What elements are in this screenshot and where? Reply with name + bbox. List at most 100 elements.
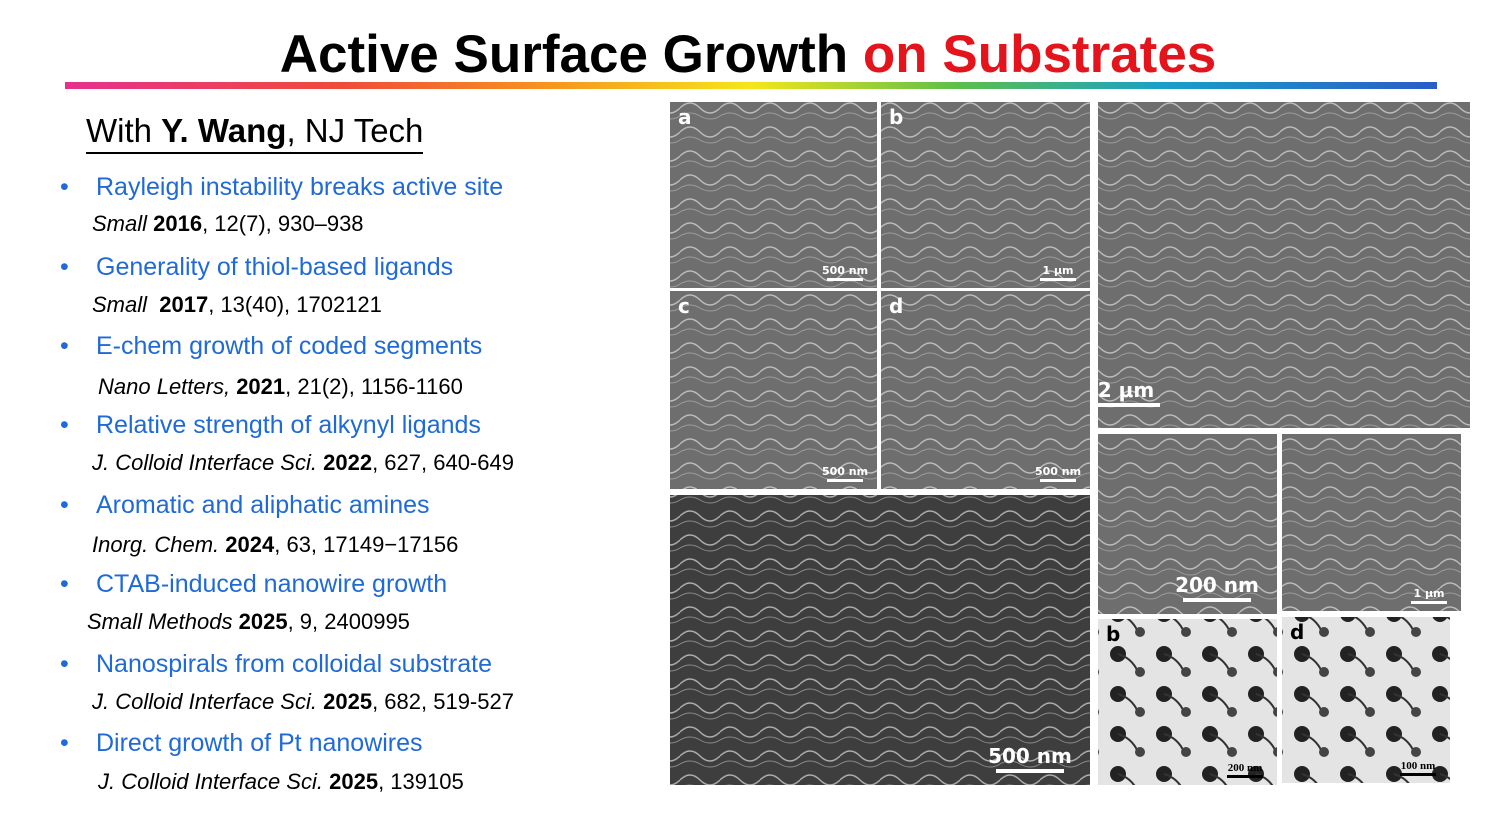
journal: Small	[92, 292, 160, 317]
details: , 13(40), 1702121	[208, 292, 382, 317]
reference: J. Colloid Interface Sci. 2022, 627, 640…	[92, 450, 514, 476]
year: 2017	[159, 292, 209, 317]
micrograph	[1098, 619, 1277, 785]
scale-bar	[1411, 601, 1447, 604]
bullet: •	[60, 411, 69, 439]
details: , 627, 640-649	[372, 450, 514, 475]
scale-bar-label: 500 nm	[988, 744, 1072, 768]
year: 2025	[238, 609, 288, 634]
item-heading-text: Rayleigh instability breaks active site	[96, 173, 504, 201]
scale-bar	[1227, 775, 1263, 778]
details: , 682, 519-527	[372, 689, 514, 714]
reference: J. Colloid Interface Sci. 2025, 682, 519…	[92, 689, 514, 715]
details: , 12(7), 930–938	[202, 211, 364, 236]
micrograph-texture	[670, 291, 877, 489]
journal: Small Methods	[87, 609, 239, 634]
panel-letter: b	[889, 105, 903, 129]
panel-letter: d	[889, 294, 903, 318]
scale-bar-label: 200 nm	[1228, 762, 1263, 774]
scale-bar	[827, 278, 863, 281]
year: 2016	[153, 211, 203, 236]
item-heading-text: Generality of thiol-based ligands	[96, 253, 454, 281]
reference: Small 2016, 12(7), 930–938	[92, 211, 364, 237]
title-main: Active Surface Growth	[279, 25, 849, 84]
journal: Inorg. Chem.	[92, 532, 226, 557]
scale-bar-label: 500 nm	[822, 264, 868, 277]
year: 2022	[323, 450, 373, 475]
item-heading-text: CTAB-induced nanowire growth	[96, 570, 448, 598]
item-heading: • Relative strength of alkynyl ligands	[60, 411, 481, 440]
item-heading-text: Aromatic and aliphatic amines	[96, 491, 430, 519]
micrograph-texture	[881, 291, 1090, 489]
scale-bar-label: 500 nm	[1035, 465, 1081, 478]
scale-bar	[827, 479, 863, 482]
year: 2021	[236, 374, 286, 399]
scale-bar	[1040, 278, 1076, 281]
scale-bar-label: 1 μm	[1413, 587, 1444, 600]
bullet: •	[60, 570, 69, 598]
scale-bar-label: 2 μm	[1098, 378, 1154, 402]
title-highlight: on Substrates	[862, 25, 1217, 84]
item-heading: • Aromatic and aliphatic amines	[60, 491, 430, 520]
scale-bar-label: 200 nm	[1175, 573, 1259, 597]
scale-bar	[1400, 773, 1436, 776]
title: Active Surface Growth on Substrates	[0, 24, 1490, 85]
journal: Nano Letters,	[98, 374, 237, 399]
scale-bar	[996, 769, 1064, 773]
item-heading-text: Relative strength of alkynyl ligands	[96, 411, 481, 439]
reference: J. Colloid Interface Sci. 2025, 139105	[98, 769, 464, 795]
details: , 63, 17149−17156	[274, 532, 459, 557]
micrograph-texture	[1282, 434, 1461, 611]
scale-bar	[1092, 403, 1160, 407]
journal: Small	[92, 211, 154, 236]
item-heading-text: Nanospirals from colloidal substrate	[96, 650, 493, 678]
item-heading: • CTAB-induced nanowire growth	[60, 570, 447, 599]
bullet: •	[60, 491, 69, 519]
scale-bar-label: 1 μm	[1042, 264, 1073, 277]
subtitle-name: Y. Wang	[161, 112, 287, 149]
item-heading: • E-chem growth of coded segments	[60, 332, 482, 361]
reference: Inorg. Chem. 2024, 63, 17149−17156	[92, 532, 458, 558]
journal: J. Colloid Interface Sci.	[98, 769, 330, 794]
scale-bar-label: 100 nm	[1401, 760, 1436, 772]
journal: J. Colloid Interface Sci.	[92, 450, 324, 475]
subtitle: With Y. Wang, NJ Tech	[86, 112, 424, 154]
details: , 9, 2400995	[287, 609, 410, 634]
subtitle-prefix: With	[86, 112, 162, 149]
subtitle-suffix: , NJ Tech	[286, 112, 424, 149]
micrograph	[1282, 617, 1450, 783]
micrograph-texture	[1098, 434, 1277, 614]
reference: Nano Letters, 2021, 21(2), 1156-1160	[98, 374, 463, 400]
rainbow-rule	[65, 82, 1437, 89]
panel-letter: c	[678, 294, 690, 318]
item-heading-text: E-chem growth of coded segments	[96, 332, 483, 360]
item-heading: • Direct growth of Pt nanowires	[60, 729, 423, 758]
year: 2025	[329, 769, 379, 794]
item-heading: • Nanospirals from colloidal substrate	[60, 650, 492, 679]
bullet: •	[60, 173, 69, 201]
details: , 139105	[378, 769, 464, 794]
item-heading-text: Direct growth of Pt nanowires	[96, 729, 423, 757]
panel-letter: b	[1106, 622, 1120, 646]
panel-letter: d	[1290, 620, 1304, 644]
year: 2024	[225, 532, 275, 557]
details: , 21(2), 1156-1160	[285, 374, 463, 399]
reference: Small 2017, 13(40), 1702121	[92, 292, 382, 318]
bullet: •	[60, 650, 69, 678]
year: 2025	[323, 689, 373, 714]
scale-bar	[1040, 479, 1076, 482]
item-heading: • Generality of thiol-based ligands	[60, 253, 453, 282]
micrograph-texture	[670, 102, 877, 288]
bullet: •	[60, 729, 69, 757]
scale-bar	[1183, 598, 1251, 602]
journal: J. Colloid Interface Sci.	[92, 689, 324, 714]
scale-bar-label: 500 nm	[822, 465, 868, 478]
reference: Small Methods 2025, 9, 2400995	[87, 609, 410, 635]
bullet: •	[60, 253, 69, 281]
item-heading: • Rayleigh instability breaks active site	[60, 173, 503, 202]
micrograph-texture	[1098, 102, 1470, 428]
panel-letter: a	[678, 105, 692, 129]
micrograph-texture	[881, 102, 1090, 288]
